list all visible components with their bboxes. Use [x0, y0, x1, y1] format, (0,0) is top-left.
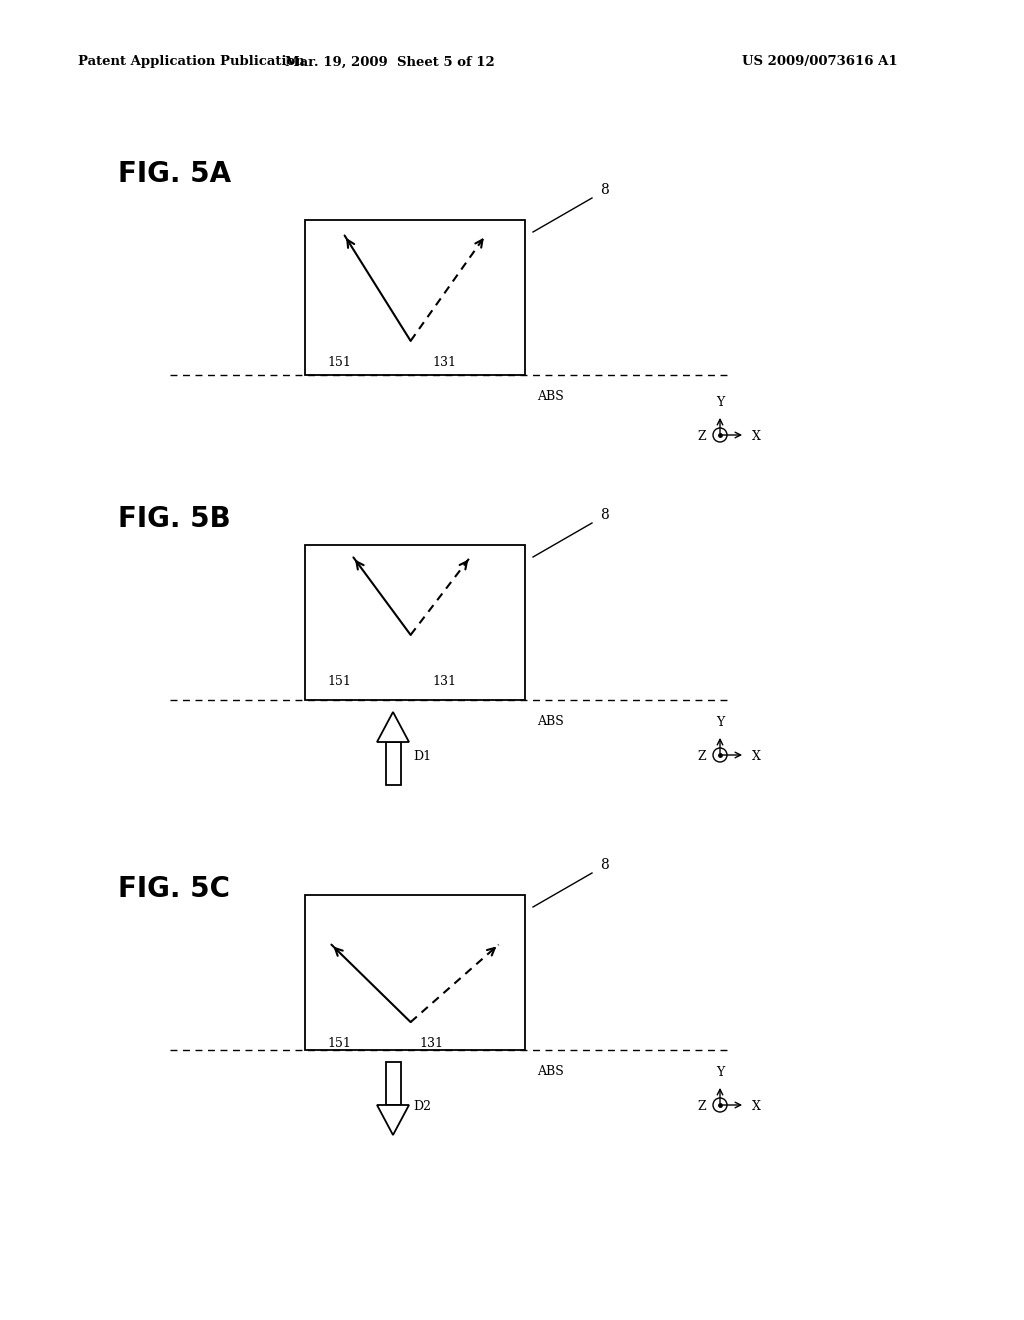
Text: 151: 151 [327, 675, 351, 688]
Text: D2: D2 [413, 1101, 431, 1114]
Text: Y: Y [716, 1067, 724, 1078]
Text: ABS: ABS [537, 715, 564, 729]
Text: Mar. 19, 2009  Sheet 5 of 12: Mar. 19, 2009 Sheet 5 of 12 [285, 55, 495, 69]
Text: 131: 131 [420, 1038, 443, 1051]
Bar [385, 1063, 400, 1105]
Text: ABS: ABS [537, 389, 564, 403]
Text: Z: Z [697, 430, 706, 444]
Text: FIG. 5A: FIG. 5A [118, 160, 231, 187]
Bar [305, 220, 525, 375]
Text: X: X [752, 1101, 761, 1114]
Text: 8: 8 [600, 858, 608, 873]
Text: FIG. 5B: FIG. 5B [118, 506, 230, 533]
Text: Z: Z [697, 1101, 706, 1114]
Text: 131: 131 [432, 356, 457, 370]
Text: D1: D1 [413, 751, 431, 763]
Bar [305, 895, 525, 1049]
Text: X: X [752, 430, 761, 444]
Bar [305, 545, 525, 700]
Text: 151: 151 [327, 356, 351, 370]
Text: 8: 8 [600, 508, 608, 521]
Bar [385, 742, 400, 785]
Text: 8: 8 [600, 183, 608, 197]
Text: Patent Application Publication: Patent Application Publication [78, 55, 305, 69]
Text: X: X [752, 751, 761, 763]
Polygon shape [377, 1105, 409, 1135]
Text: FIG. 5C: FIG. 5C [118, 875, 230, 903]
Polygon shape [377, 711, 409, 742]
Text: 131: 131 [432, 675, 457, 688]
Text: ABS: ABS [537, 1065, 564, 1078]
Text: US 2009/0073616 A1: US 2009/0073616 A1 [742, 55, 898, 69]
Text: 151: 151 [327, 1038, 351, 1051]
Text: Y: Y [716, 396, 724, 409]
Text: Z: Z [697, 751, 706, 763]
Text: Y: Y [716, 715, 724, 729]
